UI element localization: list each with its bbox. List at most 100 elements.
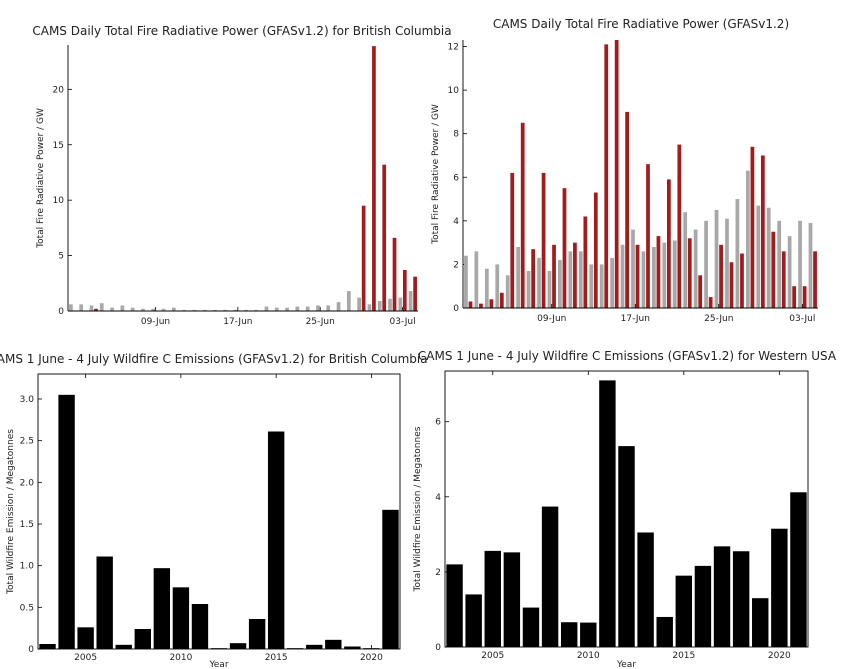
bar-current-year [520,122,525,308]
bar-current-year [656,236,661,308]
bar-emission [637,532,654,647]
bar-previous-year [516,246,521,308]
bar-previous-year [631,229,635,308]
bar-emission [599,380,616,647]
y-axis-label: Total Fire Radiative Power / GW [36,108,46,249]
bar-previous-year [578,251,583,308]
bar-previous-year [120,305,125,311]
bar-previous-year [182,309,186,311]
bar-previous-year [130,307,135,311]
bar-emission [306,644,323,649]
bar-previous-year [547,270,552,308]
bar-emission [465,594,482,647]
bar-current-year [413,276,417,311]
bar-emission [134,629,151,649]
bar-previous-year [202,309,207,311]
bar-current-year [468,301,473,308]
bar-previous-year [662,242,667,308]
x-tick-label: 03-Jul [789,314,815,324]
bar-emission [325,639,342,649]
bar-current-year [750,146,755,308]
bar-emission [484,550,501,647]
bar-emission [77,627,94,649]
y-tick-label: 15 [53,141,64,151]
bar-current-year [719,244,723,308]
bar-current-year [573,242,577,308]
bar-previous-year [672,240,677,308]
bar-previous-year [693,229,698,308]
bar-previous-year [745,170,750,308]
bar-current-year [541,172,546,308]
chart-title: CAMS Daily Total Fire Radiative Power (G… [493,17,789,31]
bar-previous-year [725,218,729,308]
bar-current-year [625,111,629,308]
y-tick-label: 3.0 [20,395,35,405]
y-tick-label: 1.0 [20,562,35,572]
bar-current-year [489,299,494,308]
x-tick-label: 2015 [265,653,288,663]
bar-emission [446,564,463,647]
bar-current-year [499,292,504,308]
bar-current-year [531,249,536,308]
bar-current-year [593,192,598,308]
frp-british-columbia-chart: CAMS Daily Total Fire Radiative Power (G… [32,24,451,327]
bar-previous-year [388,298,392,311]
bar-emission [732,551,750,647]
bar-emission [541,506,559,647]
x-axis-label: Year [616,660,636,669]
x-tick-label: 2020 [360,653,383,663]
bar-previous-year [274,307,279,311]
y-tick-label: 1.5 [20,520,34,530]
bar-emission [771,528,788,647]
bar-previous-year [484,268,489,308]
plot-frame [37,373,401,650]
bar-previous-year [346,291,351,311]
bar-emission [694,565,712,647]
bar-emission [503,552,521,647]
bar-previous-year [89,305,94,311]
bar-emission [580,622,597,647]
bar-emission [713,546,731,647]
bar-previous-year [787,236,792,308]
bar-previous-year [495,264,500,308]
bar-emission [267,431,285,649]
bar-previous-year [285,307,289,311]
bar-current-year [677,144,682,308]
bar-previous-year [408,291,413,311]
bar-emission [790,492,807,647]
bar-previous-year [568,251,573,308]
bar-current-year [667,179,671,308]
bar-current-year [583,216,588,308]
bar-previous-year [589,264,594,308]
bar-previous-year [641,251,646,308]
y-axis-label: Total Fire Radiative Power / GW [431,104,441,245]
bar-previous-year [233,309,238,311]
x-tick-label: 03-Jul [390,317,416,327]
plot-frame [444,370,809,648]
bar-current-year [802,286,807,308]
y-tick-label: 4 [435,493,441,503]
bar-current-year [792,286,797,308]
bar-previous-year [756,205,761,308]
x-tick-label: 17-Jun [223,317,252,327]
bar-current-year [402,269,407,311]
bar-previous-year [652,246,656,308]
bar-previous-year [151,308,156,311]
bar-emission [153,568,171,649]
bar-current-year [372,46,376,311]
bar-current-year [698,275,703,308]
y-tick-label: 5 [58,252,64,262]
y-tick-label: 2.5 [20,437,34,447]
bar-current-year [740,253,744,308]
y-tick-label: 10 [53,196,65,206]
y-tick-label: 12 [448,43,459,53]
bar-current-year [646,164,650,308]
bar-current-year [813,251,817,308]
bar-previous-year [367,304,372,311]
bar-previous-year [264,306,269,311]
y-tick-label: 20 [53,85,65,95]
bar-previous-year [316,305,320,311]
bar-previous-year [141,308,145,311]
bar-current-year [94,308,98,311]
bar-previous-year [110,307,114,311]
